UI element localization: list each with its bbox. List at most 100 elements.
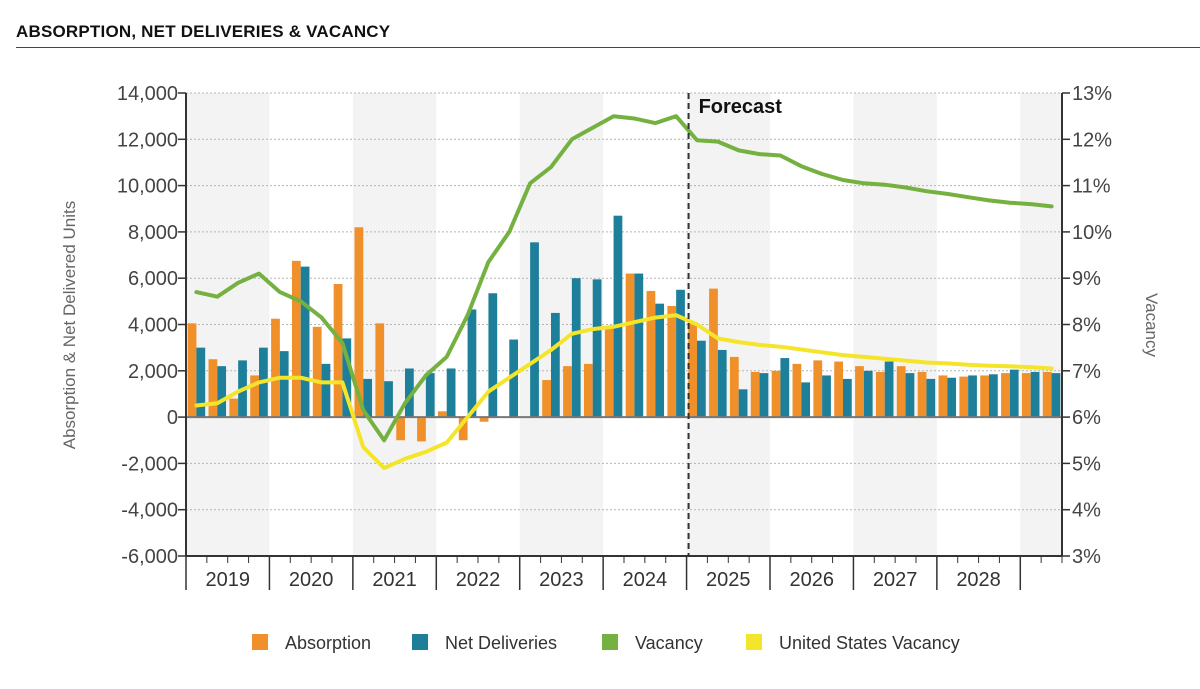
absorption-bar	[771, 370, 781, 418]
x-tick-label: 2022	[456, 569, 501, 591]
absorption-bars	[187, 227, 1052, 442]
y2-tick-label: 12%	[1072, 129, 1112, 151]
absorption-bar	[396, 417, 405, 441]
absorption-bar	[792, 363, 802, 418]
absorption-bar	[208, 359, 218, 418]
absorption-bar	[625, 273, 635, 418]
absorption-bar	[187, 323, 197, 418]
net-deliveries-bar	[592, 279, 602, 418]
net-deliveries-bar	[780, 358, 790, 418]
legend-label-us-vacancy: United States Vacancy	[779, 633, 960, 653]
legend-swatch-absorption	[252, 634, 268, 650]
net-deliveries-bar	[1051, 373, 1061, 418]
net-deliveries-bar	[196, 347, 206, 418]
gridlines	[186, 92, 1062, 511]
y2-tick-label: 9%	[1072, 268, 1101, 290]
y2-tick-label: 8%	[1072, 315, 1101, 337]
legend-label-net-deliveries: Net Deliveries	[445, 633, 557, 653]
x-tick-label: 2023	[539, 569, 584, 591]
absorption-bar	[646, 290, 656, 418]
net-deliveries-bar	[822, 375, 831, 418]
net-deliveries-bar	[217, 366, 227, 418]
net-deliveries-bar	[863, 370, 873, 418]
net-deliveries-bar	[655, 303, 665, 418]
absorption-bar	[563, 366, 572, 418]
y2-tick-label: 4%	[1072, 500, 1101, 522]
y2-tick-label: 10%	[1072, 222, 1112, 244]
net-deliveries-bar	[717, 349, 727, 418]
legend-swatch-us-vacancy	[746, 634, 762, 650]
net-deliveries-bar	[321, 363, 331, 418]
net-deliveries-bar	[926, 378, 936, 418]
y2-tick-label: 7%	[1072, 361, 1101, 383]
y-axis-title: Absorption & Net Delivered Units	[60, 201, 79, 450]
absorption-bar	[1021, 373, 1031, 418]
net-deliveries-bar	[634, 273, 644, 418]
y2-tick-label: 3%	[1072, 546, 1101, 568]
absorption-bar	[1001, 373, 1010, 418]
legend: Absorption Net Deliveries Vacancy United St…	[252, 633, 960, 653]
net-deliveries-bar	[425, 373, 435, 418]
legend-label-absorption: Absorption	[285, 633, 371, 653]
chart-title: ABSORPTION, NET DELIVERIES & VACANCY	[16, 22, 391, 41]
absorption-bar	[834, 361, 843, 418]
y2-axis-title: Vacancy	[1142, 293, 1161, 357]
absorption-bar	[229, 398, 239, 418]
net-deliveries-bar	[968, 375, 977, 418]
y-tick-label: 2,000	[128, 361, 178, 383]
net-deliveries-bar	[279, 351, 289, 418]
y-axis-left: 14,000 12,000 10,000 8,000 6,000 4,000 2,000 0 -…	[117, 83, 187, 568]
net-deliveries-bar	[571, 278, 581, 418]
us-vacancy-line	[194, 313, 1054, 470]
forecast-marker: Forecast	[687, 93, 783, 556]
y2-tick-label: 11%	[1072, 176, 1111, 198]
absorption-bar	[959, 376, 969, 418]
absorption-bar	[938, 375, 948, 418]
net-deliveries-bar	[884, 361, 894, 418]
absorption-bar	[875, 371, 885, 418]
y-tick-label: 0	[167, 407, 178, 429]
net-deliveries-bars	[196, 215, 1061, 418]
y2-tick-label: 5%	[1072, 453, 1101, 475]
net-deliveries-bar	[363, 378, 373, 418]
net-deliveries-bar	[551, 312, 560, 418]
net-deliveries-bar	[405, 368, 414, 418]
absorption-bar	[855, 366, 864, 418]
absorption-bar	[917, 371, 927, 418]
y-tick-label: -6,000	[121, 546, 178, 568]
absorption-bar	[333, 283, 343, 418]
net-deliveries-bar	[300, 266, 310, 418]
absorption-bar	[583, 363, 593, 418]
absorption-bar	[542, 380, 551, 418]
absorption-bar	[750, 371, 760, 418]
absorption-bar	[250, 375, 259, 418]
absorption-bar	[1042, 371, 1052, 418]
x-tick-label: 2026	[789, 569, 834, 591]
title-divider	[16, 47, 1200, 48]
net-deliveries-bar	[1009, 369, 1019, 418]
absorption-bar	[980, 375, 989, 418]
net-deliveries-bar	[384, 381, 393, 418]
x-axis: 2019 2020 2021 2022 2023 2024 2025 2026 2027 2028	[185, 555, 1063, 591]
x-tick-label: 2021	[372, 569, 417, 591]
y-tick-label: 6,000	[128, 268, 178, 290]
net-deliveries-bar	[697, 340, 706, 418]
y-tick-label: 12,000	[117, 129, 178, 151]
x-tick-label: 2028	[956, 569, 1001, 591]
net-deliveries-bar	[801, 382, 811, 418]
net-deliveries-bar	[342, 338, 352, 418]
legend-swatch-vacancy	[602, 634, 618, 650]
x-tick-label: 2025	[706, 569, 751, 591]
x-tick-label: 2019	[205, 569, 250, 591]
absorption-bar	[312, 326, 322, 418]
absorption-bar	[437, 411, 447, 418]
net-deliveries-bar	[467, 309, 477, 418]
absorption-bar	[667, 305, 677, 418]
y-tick-label: -4,000	[121, 500, 178, 522]
net-deliveries-bar	[947, 377, 957, 418]
absorption-bar	[688, 322, 697, 418]
forecast-label: Forecast	[699, 96, 783, 118]
net-deliveries-bar	[446, 368, 456, 418]
y2-tick-label: 6%	[1072, 407, 1101, 429]
